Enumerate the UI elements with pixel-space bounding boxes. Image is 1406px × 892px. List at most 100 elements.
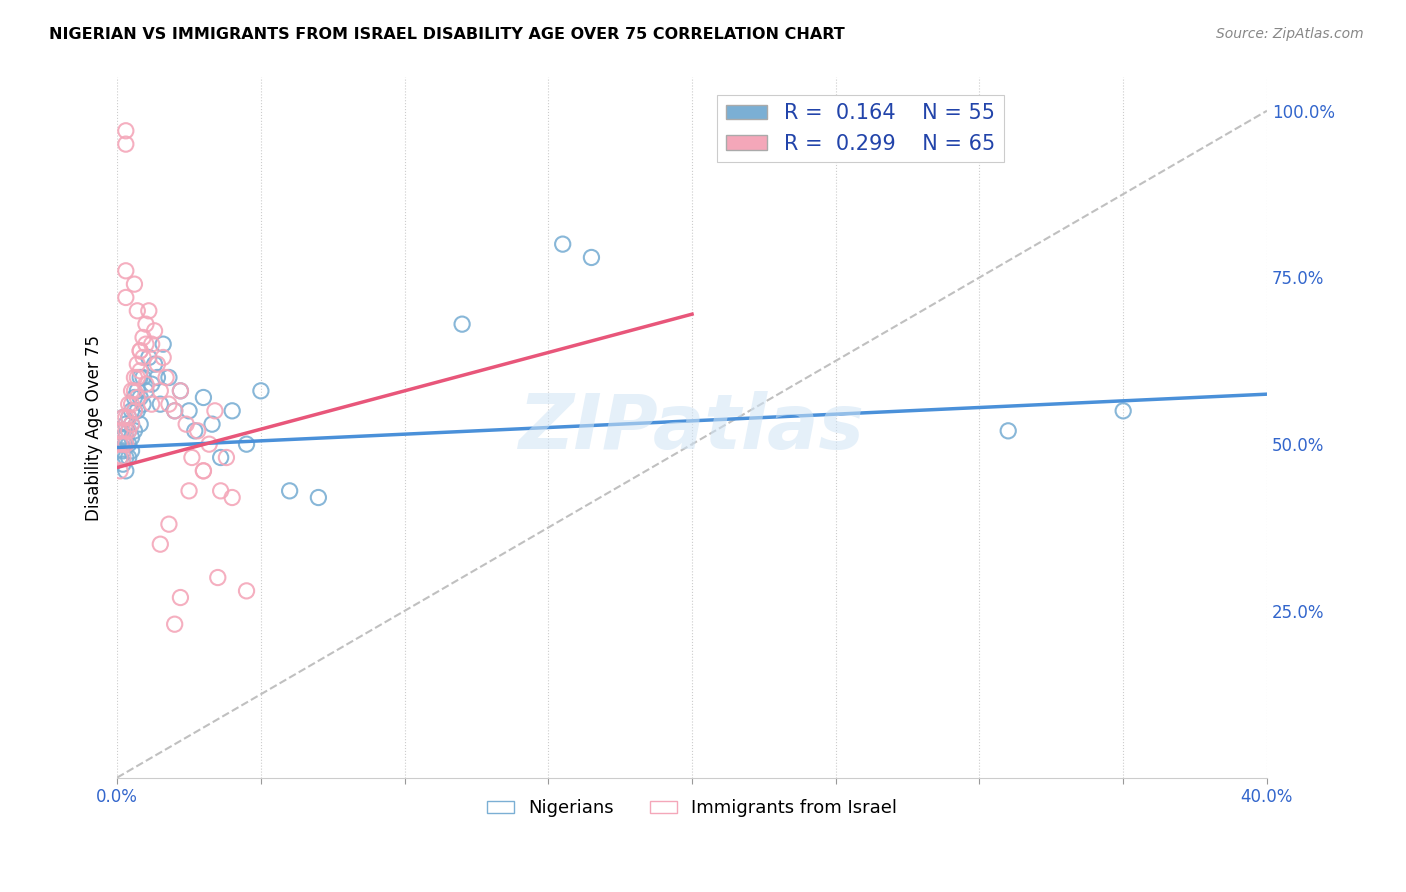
Point [114,290,136,304]
Point [129,391,152,405]
Point [108,437,131,451]
Point [132,330,155,344]
Point [108,464,131,478]
Point [135,384,157,398]
Point [1112,404,1135,418]
Point [121,384,143,398]
Legend: Nigerians, Immigrants from Israel: Nigerians, Immigrants from Israel [479,792,904,824]
Point [111,457,134,471]
Point [193,464,215,478]
Point [184,424,207,438]
Point [124,370,146,384]
Point [141,337,163,351]
Point [163,404,186,418]
Point [149,537,172,551]
Point [157,517,180,532]
Point [451,317,474,331]
Point [127,303,149,318]
Point [146,357,169,371]
Point [141,377,163,392]
Text: NIGERIAN VS IMMIGRANTS FROM ISRAEL DISABILITY AGE OVER 75 CORRELATION CHART: NIGERIAN VS IMMIGRANTS FROM ISRAEL DISAB… [49,27,845,42]
Point [250,384,273,398]
Point [127,404,149,418]
Y-axis label: Disability Age Over 75: Disability Age Over 75 [86,334,103,521]
Point [121,443,143,458]
Point [108,424,131,438]
Point [132,351,155,365]
Point [114,450,136,465]
Point [111,430,134,444]
Point [997,424,1019,438]
Point [201,417,224,432]
Point [114,410,136,425]
Point [114,437,136,451]
Point [235,583,257,598]
Point [118,410,141,425]
Point [132,397,155,411]
Point [111,424,134,438]
Point [221,404,243,418]
Point [124,391,146,405]
Point [143,357,166,371]
Point [207,570,229,584]
Point [181,450,204,465]
Point [169,384,191,398]
Point [152,351,174,365]
Point [129,417,152,432]
Point [114,417,136,432]
Point [193,464,215,478]
Point [118,397,141,411]
Point [114,430,136,444]
Point [118,437,141,451]
Point [177,404,200,418]
Point [114,264,136,278]
Point [307,491,329,505]
Point [129,364,152,378]
Point [121,404,143,418]
Point [204,404,226,418]
Point [141,397,163,411]
Point [111,450,134,465]
Point [146,370,169,384]
Point [124,277,146,292]
Point [135,317,157,331]
Point [138,303,160,318]
Text: ZIPatlas: ZIPatlas [519,391,865,465]
Point [143,324,166,338]
Point [121,430,143,444]
Point [124,384,146,398]
Point [114,464,136,478]
Point [215,450,238,465]
Point [118,424,141,438]
Point [111,410,134,425]
Point [174,417,197,432]
Point [169,384,191,398]
Point [127,391,149,405]
Point [121,417,143,432]
Point [121,417,143,432]
Point [114,137,136,152]
Point [152,337,174,351]
Point [551,237,574,252]
Point [124,424,146,438]
Point [124,404,146,418]
Point [127,357,149,371]
Point [108,450,131,465]
Point [132,370,155,384]
Point [111,410,134,425]
Point [114,424,136,438]
Point [129,370,152,384]
Point [129,343,152,358]
Point [155,370,177,384]
Point [124,404,146,418]
Point [163,404,186,418]
Text: Source: ZipAtlas.com: Source: ZipAtlas.com [1216,27,1364,41]
Point [129,343,152,358]
Point [108,450,131,465]
Point [121,397,143,411]
Point [118,450,141,465]
Point [209,483,232,498]
Point [127,384,149,398]
Point [111,443,134,458]
Point [149,397,172,411]
